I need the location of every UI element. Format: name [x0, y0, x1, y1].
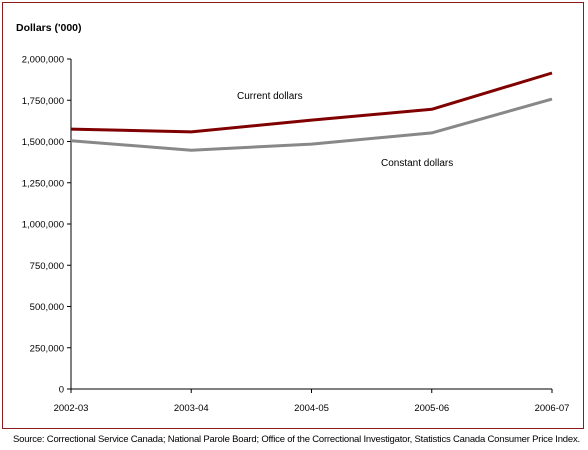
series-line-current-dollars [70, 71, 553, 134]
chart-frame [2, 2, 584, 429]
y-tick-label: 750,000 [30, 261, 64, 272]
y-axis-title: Dollars ('000) [16, 22, 82, 34]
y-tick-label: 1,500,000 [22, 137, 64, 148]
y-tick-label: 250,000 [30, 343, 64, 354]
y-tick-label: 1,000,000 [22, 220, 64, 231]
source-note: Source: Correctional Service Canada; Nat… [13, 434, 580, 445]
x-tick-label: 2005-06 [414, 403, 449, 414]
series-line-constant-dollars [70, 97, 553, 152]
y-tick-label: 1,750,000 [22, 96, 64, 107]
line-chart: Dollars ('000) 0 250,000 500,000 750,000 1,0… [16, 22, 570, 414]
x-tick-label: 2002-03 [54, 403, 89, 414]
series-label-current-dollars: Current dollars [237, 91, 303, 102]
y-tick-label: 0 [59, 385, 64, 396]
y-tick-label: 1,250,000 [22, 178, 64, 189]
x-tick-label: 2004-05 [294, 403, 329, 414]
y-tick-label: 2,000,000 [22, 55, 64, 66]
y-tick-label: 500,000 [30, 302, 64, 313]
x-tick-label: 2006-07 [535, 403, 570, 414]
series-label-constant-dollars: Constant dollars [381, 158, 453, 169]
x-tick-label: 2003-04 [174, 403, 209, 414]
